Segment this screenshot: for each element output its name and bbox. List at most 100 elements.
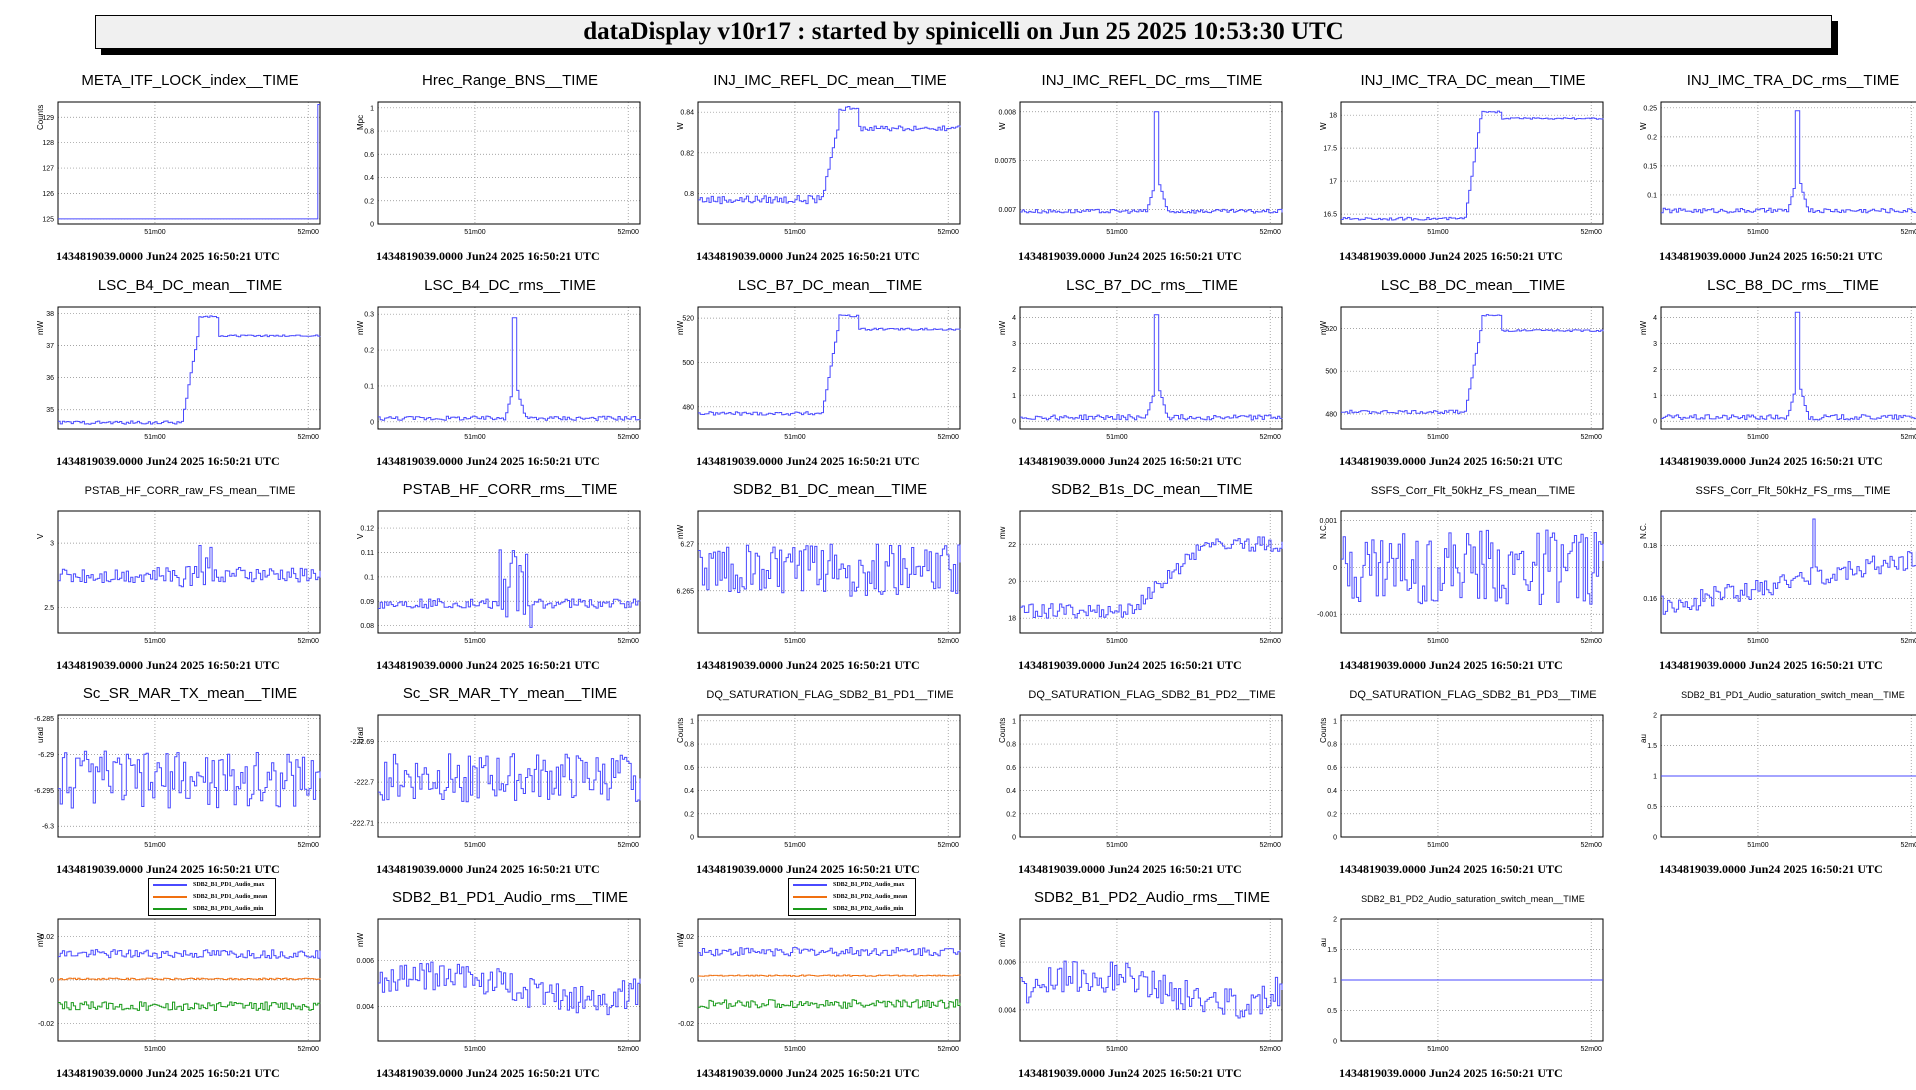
chart-panel: mW 51m00 52m00 -0.02 0 0.02 SDB2_B1_PD1_Audio_… [30, 878, 350, 1090]
plot-area: 51m00 52m00 480 500 520 [682, 306, 961, 441]
y-tick-label: 22 [1008, 542, 1016, 549]
timestamp-label: 1434819039.0000 Jun24 2025 16:50:21 UTC [1018, 1066, 1242, 1080]
chart-title: PSTAB_HF_CORR_rms__TIME [402, 481, 618, 498]
y-tick-label: 0.2 [364, 198, 374, 205]
timestamp-label: 1434819039.0000 Jun24 2025 16:50:21 UTC [1659, 658, 1883, 672]
y-tick-label: -0.02 [678, 1021, 694, 1028]
y-tick-label: 35 [46, 407, 54, 414]
legend-swatch [793, 908, 827, 910]
y-tick-label: 0.5 [1647, 804, 1657, 811]
timestamp-label: 1434819039.0000 Jun24 2025 16:50:21 UTC [1018, 658, 1242, 672]
y-tick-label: 0.08 [360, 623, 374, 630]
chart-title: SDB2_B1_DC_mean__TIME [732, 481, 928, 498]
y-tick-label: 3 [1012, 341, 1016, 348]
y-tick-label: 480 [1325, 412, 1337, 419]
chart-panel: DQ_SATURATION_FLAG_SDB2_B1_PD3__TIME Coun… [1313, 681, 1633, 886]
y-tick-label: -6.295 [34, 788, 54, 795]
legend-entry: SDB2_B1_PD2_Audio_min [789, 903, 915, 915]
x-tick-label: 52m00 [618, 229, 640, 236]
y-tick-label: 0 [1653, 835, 1657, 842]
x-tick-label: 51m00 [464, 229, 486, 236]
y-tick-label: 520 [682, 316, 694, 323]
plot-area: 51m00 52m00 0.8 0.82 0.84 [680, 101, 961, 236]
chart-panel: LSC_B7_DC_rms__TIME mW 51m00 52m00 0 1 2 3 4 1434… [992, 273, 1312, 478]
x-tick-label: 51m00 [784, 434, 806, 441]
x-tick-label: 52m00 [298, 229, 320, 236]
y-tick-label: -222.69 [350, 739, 374, 746]
x-tick-label: 52m00 [1260, 638, 1282, 645]
chart-panel: PSTAB_HF_CORR_rms__TIME V 51m00 52m00 0.08 0.… [350, 477, 670, 682]
plot-frame [1340, 714, 1604, 838]
chart-panel: INJ_IMC_REFL_DC_rms__TIME W 51m00 52m00 0.00… [992, 68, 1312, 273]
y-tick-label: 0.84 [680, 110, 694, 117]
chart-panel: PSTAB_HF_CORR_raw_FS_mean__TIME V 51m00 52m… [30, 477, 350, 682]
x-tick-label: 51m00 [1106, 842, 1128, 849]
chart-panel: LSC_B8_DC_rms__TIMEmW51m0052m00012341434… [1633, 273, 1916, 478]
chart-title: SDB2_B1_PD1_Audio_saturation_switch_mean… [1681, 690, 1905, 700]
legend-swatch [153, 896, 187, 898]
plot-area: 51m00 52m00 16.5 17 17.5 18 [1323, 101, 1604, 236]
y-tick-label: 0.11 [361, 550, 374, 557]
series-line [378, 549, 641, 628]
chart-panel: LSC_B4_DC_rms__TIME mW 51m00 52m00 0 0.1 0.2 0.… [350, 273, 670, 478]
y-tick-label: 500 [682, 360, 694, 367]
y-tick-label: 3 [50, 541, 54, 548]
x-tick-label: 52m00 [938, 434, 960, 441]
y-tick-label: 4 [1012, 315, 1016, 322]
plot-frame [1019, 510, 1283, 634]
x-tick-label: 51m00 [144, 229, 166, 236]
y-tick-label: 0.6 [1006, 765, 1016, 772]
series-line [58, 545, 321, 588]
legend-swatch [153, 884, 187, 886]
chart-panel: SDB2_B1_PD2_Audio_saturation_switch_mean… [1313, 885, 1633, 1090]
y-tick-label: 6.27 [680, 541, 694, 548]
x-tick-label: 52m00 [298, 1046, 320, 1053]
plot-frame [697, 918, 961, 1042]
x-tick-label: 52m00 [1581, 229, 1603, 236]
legend-swatch [793, 884, 827, 886]
x-tick-label: 52m00 [618, 638, 640, 645]
x-tick-label: 52m00 [1901, 842, 1916, 849]
timestamp-label: 1434819039.0000 Jun24 2025 16:50:21 UTC [696, 1066, 920, 1080]
chart-title: LSC_B7_DC_rms__TIME [1066, 277, 1238, 294]
chart-title: SDB2_B1_PD2_Audio_saturation_switch_mean… [1361, 894, 1585, 904]
y-tick-label: 0.8 [684, 742, 694, 749]
y-tick-label: -6.285 [34, 716, 54, 723]
y-tick-label: 0 [50, 978, 54, 985]
x-tick-label: 51m00 [1427, 434, 1449, 441]
y-tick-label: 0.3 [364, 312, 374, 319]
x-tick-label: 51m00 [1106, 434, 1128, 441]
y-tick-label: 500 [1325, 369, 1337, 376]
legend: SDB2_B1_PD1_Audio_max SDB2_B1_PD1_Audio_m… [148, 878, 276, 916]
y-tick-label: -6.29 [38, 752, 54, 759]
timestamp-label: 1434819039.0000 Jun24 2025 16:50:21 UTC [376, 658, 600, 672]
timestamp-label: 1434819039.0000 Jun24 2025 16:50:21 UTC [1339, 454, 1563, 468]
chart-title: LSC_B8_DC_mean__TIME [1380, 277, 1566, 294]
y-tick-label: 1 [1653, 393, 1657, 400]
display-title: dataDisplay v10r17 : started by spinicel… [583, 18, 1344, 45]
chart-title: PSTAB_HF_CORR_raw_FS_mean__TIME [84, 485, 296, 497]
x-tick-label: 51m00 [784, 842, 806, 849]
x-tick-label: 52m00 [1581, 842, 1603, 849]
y-tick-label: 0.004 [998, 1007, 1016, 1014]
x-tick-label: 51m00 [784, 229, 806, 236]
x-tick-label: 52m00 [1901, 638, 1916, 645]
y-tick-label: 0.4 [1327, 788, 1337, 795]
series-line [1661, 110, 1916, 214]
plot-area: 51m00 52m00 0.1 0.15 0.2 0.25 [1643, 101, 1916, 236]
plot-frame [377, 101, 641, 225]
timestamp-label: 1434819039.0000 Jun24 2025 16:50:21 UTC [1659, 249, 1883, 263]
x-tick-label: 52m00 [1581, 434, 1603, 441]
legend-label: SDB2_B1_PD1_Audio_max [193, 882, 265, 888]
legend-entry: SDB2_B1_PD1_Audio_max [149, 879, 275, 891]
y-tick-label: 1.5 [1647, 743, 1657, 750]
x-tick-label: 51m00 [784, 1046, 806, 1053]
plot-frame [1660, 101, 1916, 225]
y-tick-label: 520 [1325, 326, 1337, 333]
y-tick-label: 129 [42, 115, 54, 122]
plot-area: 51m00 52m00 0 0.5 1 1.5 2 [1647, 713, 1916, 849]
y-tick-label: 0.007 [998, 207, 1016, 214]
y-tick-label: 2 [1012, 367, 1016, 374]
x-tick-label: 51m00 [784, 638, 806, 645]
x-tick-label: 51m00 [464, 434, 486, 441]
